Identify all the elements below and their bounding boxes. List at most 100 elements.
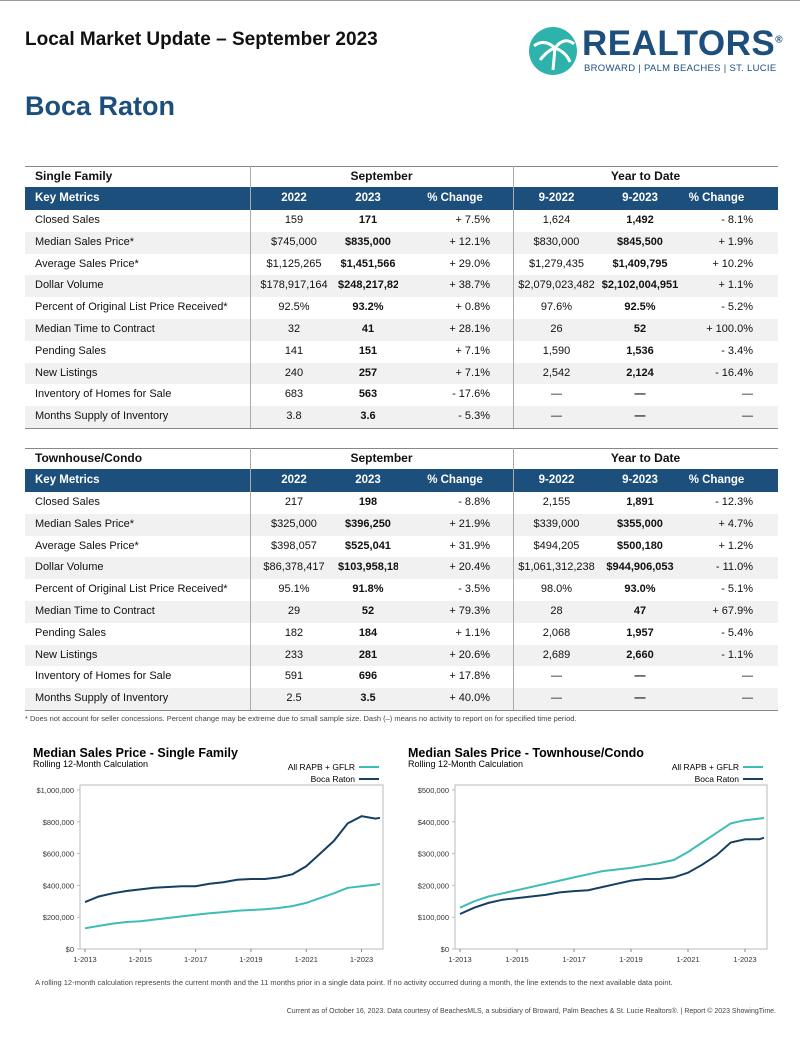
footnote: * Does not account for seller concession… xyxy=(25,714,577,723)
table-cell: — xyxy=(551,388,562,401)
table-cell: 171 xyxy=(358,214,378,226)
x-tick-label: 1-2017 xyxy=(184,955,207,964)
table-cell: Closed Sales xyxy=(35,214,100,226)
table-cell: 151 xyxy=(358,344,378,357)
table-cell: 29 xyxy=(287,605,301,617)
legend-label: All RAPB + GFLR xyxy=(288,762,355,772)
y-tick-label: $1,000,000 xyxy=(36,786,74,795)
table-cell: + 1.9% xyxy=(718,235,753,248)
table-cell: + 12.1% xyxy=(449,235,490,248)
logo-mark: ® xyxy=(775,34,784,46)
city-name: Boca Raton xyxy=(25,91,176,121)
table-cell: — xyxy=(742,692,753,705)
table-cell: 2,660 xyxy=(626,648,654,661)
column-header: 9-2023 xyxy=(622,474,658,486)
table-cell: 141 xyxy=(284,344,304,357)
table-cell: 1,590 xyxy=(542,344,571,357)
column-header: Key Metrics xyxy=(35,474,100,486)
x-tick-label: 1-2013 xyxy=(73,955,96,964)
header-band xyxy=(25,469,778,492)
table-cell: - 5.4% xyxy=(721,626,753,639)
table-cell: Median Sales Price* xyxy=(35,235,135,248)
row-shade xyxy=(25,644,778,667)
table-cell: 2,068 xyxy=(542,626,571,639)
table-cell: 47 xyxy=(633,605,647,617)
table-cell: New Listings xyxy=(35,366,98,379)
table-cell: $1,451,566 xyxy=(340,257,396,270)
table-cell: 95.1% xyxy=(278,583,310,596)
table-cell: $944,906,053 xyxy=(606,561,674,574)
table-cell: - 1.1% xyxy=(721,648,753,661)
table-cell: 92.5% xyxy=(278,301,310,314)
table-cell: + 67.9% xyxy=(712,605,753,617)
table-cell: 98.0% xyxy=(540,583,573,596)
row-shade xyxy=(25,601,778,623)
report-title: Local Market Update – September 2023 xyxy=(25,29,378,50)
table-cell: - 5.2% xyxy=(721,301,753,314)
x-tick-label: 1-2019 xyxy=(619,955,642,964)
table-cell: — xyxy=(551,670,562,683)
plot-frame xyxy=(454,784,768,950)
top-rule xyxy=(0,0,800,1)
table-cell: $325,000 xyxy=(271,517,317,530)
table-cell: $355,000 xyxy=(617,517,663,530)
table-cell: 2,542 xyxy=(542,366,571,379)
logo-text: REALTORS xyxy=(582,24,776,63)
y-tick-label: $400,000 xyxy=(418,818,449,827)
series-line xyxy=(459,836,765,915)
table-cell: - 3.4% xyxy=(721,344,753,357)
table-cell: $845,500 xyxy=(617,235,663,248)
table-cell: 696 xyxy=(358,670,378,683)
table-cell: Pending Sales xyxy=(35,344,106,357)
y-tick-label: $400,000 xyxy=(43,881,74,890)
column-header: % Change xyxy=(688,474,745,486)
table-cell: $1,061,312,238 xyxy=(518,561,595,574)
column-divider xyxy=(513,166,514,428)
table-cell: Average Sales Price* xyxy=(35,257,139,270)
table-cell: 32 xyxy=(287,323,301,335)
table-cell: + 1.1% xyxy=(718,279,753,292)
table-cell: - 8.1% xyxy=(721,214,753,226)
x-tick-label: 1-2015 xyxy=(505,955,528,964)
table-cell: New Listings xyxy=(35,648,98,661)
table-cell: 26 xyxy=(550,323,563,335)
plot-frame xyxy=(79,784,384,950)
table-cell: $1,125,265 xyxy=(266,257,322,270)
y-tick-label: $100,000 xyxy=(418,913,449,922)
table-cell: 217 xyxy=(284,496,304,508)
row-shade xyxy=(25,319,778,341)
column-header: 9-2022 xyxy=(538,192,575,204)
table-cell: 563 xyxy=(358,388,378,401)
table-cell: Average Sales Price* xyxy=(35,539,139,552)
table-cell: $339,000 xyxy=(533,517,580,530)
table-cell: — xyxy=(551,410,562,423)
footer: Current as of October 16, 2023. Data cou… xyxy=(286,1008,776,1015)
row-shade xyxy=(25,406,778,428)
table-cell: $494,205 xyxy=(533,539,580,552)
x-tick-label: 1-2015 xyxy=(129,955,152,964)
table-cell: $1,409,795 xyxy=(612,257,668,270)
table-cell: 91.8% xyxy=(352,583,384,596)
chart-note: A rolling 12-month calculation represent… xyxy=(35,978,673,987)
table-cell: 3.8 xyxy=(286,410,302,423)
table-bottom-rule xyxy=(25,710,778,711)
table-cell: + 1.2% xyxy=(718,539,753,552)
table-cell: + 100.0% xyxy=(706,323,753,335)
row-shade xyxy=(25,275,778,298)
table-cell: + 79.3% xyxy=(449,605,490,617)
series-line xyxy=(459,817,765,909)
legend-label: All RAPB + GFLR xyxy=(672,762,739,772)
section-title: Townhouse/Condo xyxy=(35,451,143,465)
table-cell: - 3.5% xyxy=(458,583,490,596)
line-chart: Median Sales Price - Single FamilyRollin… xyxy=(33,746,384,964)
table-cell: + 20.4% xyxy=(449,561,490,574)
y-tick-label: $600,000 xyxy=(43,850,74,859)
column-header: 2022 xyxy=(281,474,307,486)
x-tick-label: 1-2017 xyxy=(562,955,585,964)
y-tick-label: $500,000 xyxy=(418,786,449,795)
table-cell: Percent of Original List Price Received* xyxy=(35,301,228,314)
table-cell: 3.5 xyxy=(360,692,376,705)
x-tick-label: 1-2019 xyxy=(239,955,262,964)
chart-title: Median Sales Price - Townhouse/Condo xyxy=(408,746,644,760)
table-cell: $525,041 xyxy=(345,539,391,552)
